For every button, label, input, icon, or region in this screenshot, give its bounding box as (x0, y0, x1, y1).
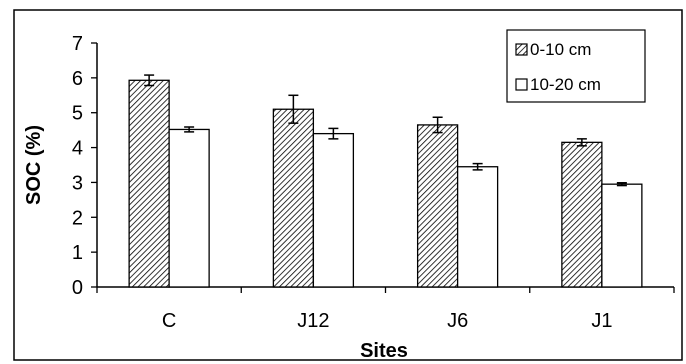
bar-0-10cm-C (128, 79, 170, 288)
category-label: J1 (591, 310, 612, 332)
y-axis-title: SOC (%) (23, 125, 45, 205)
x-ticks (96, 287, 675, 293)
bar-0-10cm-J6 (416, 124, 459, 288)
bar-0-10cm-J12 (272, 108, 315, 288)
legend-label-0-10cm: 0-10 cm (530, 40, 591, 59)
error-bars (144, 74, 627, 187)
legend-label-10-20cm: 10-20 cm (530, 75, 601, 94)
y-tick-label: 3 (72, 172, 83, 194)
y-tick-label: 0 (72, 277, 83, 299)
legend-swatch-0-10cm (515, 43, 528, 56)
legend-box (506, 29, 646, 103)
bar-0-10cm-J1 (561, 141, 603, 288)
bar-10-20cm-J6 (456, 166, 499, 288)
category-label: C (162, 310, 176, 332)
y-tick-label: 7 (72, 33, 83, 55)
x-axis-title: Sites (360, 340, 408, 362)
chart-border (13, 9, 683, 361)
category-label: J12 (297, 310, 329, 332)
category-labels: C J12 J6 J1 (162, 310, 613, 332)
y-tick-label: 2 (72, 207, 83, 229)
category-label: J6 (447, 310, 468, 332)
bar-10-20cm-J12 (312, 132, 355, 288)
bar-10-20cm-J1 (601, 183, 643, 288)
y-tick-label: 4 (72, 138, 83, 160)
bar-10-20cm-C (168, 128, 210, 288)
y-tick-label: 1 (72, 242, 83, 264)
legend: 0-10 cm 10-20 cm (506, 29, 646, 103)
y-tick-label: 5 (72, 103, 83, 125)
y-ticks: 0 1 2 3 4 5 6 7 (72, 33, 97, 299)
legend-swatch-10-20cm (515, 78, 528, 91)
y-tick-label: 6 (72, 68, 83, 90)
bars (128, 79, 643, 288)
